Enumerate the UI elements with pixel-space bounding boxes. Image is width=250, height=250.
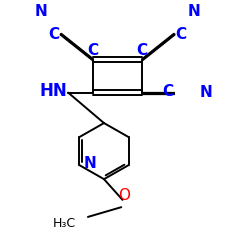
Text: C: C: [48, 26, 60, 42]
Text: C: C: [176, 26, 187, 42]
Text: N: N: [188, 4, 200, 20]
Text: O: O: [118, 188, 130, 203]
Text: N: N: [199, 85, 212, 100]
Text: N: N: [84, 156, 96, 172]
Text: HN: HN: [39, 82, 67, 100]
Text: C: C: [87, 44, 99, 59]
Text: C: C: [137, 44, 148, 59]
Text: C: C: [162, 84, 173, 99]
Text: H₃C: H₃C: [52, 216, 76, 230]
Text: N: N: [34, 4, 47, 20]
